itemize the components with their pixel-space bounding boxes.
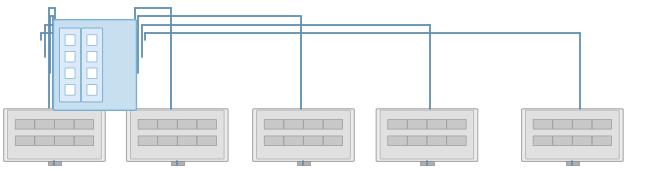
- FancyBboxPatch shape: [65, 85, 75, 95]
- FancyBboxPatch shape: [553, 120, 572, 129]
- FancyBboxPatch shape: [177, 136, 197, 146]
- FancyBboxPatch shape: [35, 136, 54, 146]
- FancyBboxPatch shape: [264, 136, 284, 146]
- FancyBboxPatch shape: [130, 110, 224, 159]
- Bar: [48, 161, 61, 165]
- FancyBboxPatch shape: [427, 120, 446, 129]
- FancyBboxPatch shape: [74, 136, 94, 146]
- Bar: [420, 161, 434, 165]
- FancyBboxPatch shape: [54, 136, 74, 146]
- FancyBboxPatch shape: [65, 68, 75, 78]
- FancyBboxPatch shape: [126, 109, 228, 161]
- FancyBboxPatch shape: [4, 109, 105, 161]
- FancyBboxPatch shape: [158, 136, 177, 146]
- Bar: [297, 161, 310, 165]
- FancyBboxPatch shape: [533, 120, 552, 129]
- FancyBboxPatch shape: [388, 120, 407, 129]
- FancyBboxPatch shape: [65, 35, 75, 45]
- FancyBboxPatch shape: [388, 136, 407, 146]
- FancyBboxPatch shape: [592, 136, 612, 146]
- FancyBboxPatch shape: [533, 136, 552, 146]
- FancyBboxPatch shape: [74, 120, 94, 129]
- FancyBboxPatch shape: [408, 120, 427, 129]
- FancyBboxPatch shape: [54, 120, 74, 129]
- FancyBboxPatch shape: [447, 136, 466, 146]
- Bar: [566, 161, 579, 165]
- FancyBboxPatch shape: [252, 109, 354, 161]
- FancyBboxPatch shape: [60, 28, 80, 102]
- FancyBboxPatch shape: [65, 51, 75, 62]
- FancyBboxPatch shape: [284, 136, 303, 146]
- FancyBboxPatch shape: [53, 20, 136, 110]
- FancyBboxPatch shape: [138, 120, 157, 129]
- FancyBboxPatch shape: [138, 136, 157, 146]
- FancyBboxPatch shape: [323, 120, 343, 129]
- FancyBboxPatch shape: [376, 109, 477, 161]
- FancyBboxPatch shape: [303, 120, 323, 129]
- FancyBboxPatch shape: [197, 136, 216, 146]
- FancyBboxPatch shape: [87, 51, 97, 62]
- FancyBboxPatch shape: [380, 110, 473, 159]
- FancyBboxPatch shape: [264, 120, 284, 129]
- FancyBboxPatch shape: [526, 110, 619, 159]
- FancyBboxPatch shape: [592, 120, 612, 129]
- FancyBboxPatch shape: [447, 120, 466, 129]
- FancyBboxPatch shape: [15, 120, 35, 129]
- FancyBboxPatch shape: [256, 110, 351, 159]
- FancyBboxPatch shape: [177, 120, 197, 129]
- FancyBboxPatch shape: [87, 35, 97, 45]
- Bar: [171, 161, 184, 165]
- FancyBboxPatch shape: [81, 28, 102, 102]
- FancyBboxPatch shape: [284, 120, 303, 129]
- FancyBboxPatch shape: [15, 136, 35, 146]
- FancyBboxPatch shape: [521, 109, 623, 161]
- FancyBboxPatch shape: [197, 120, 216, 129]
- FancyBboxPatch shape: [427, 136, 446, 146]
- FancyBboxPatch shape: [408, 136, 427, 146]
- FancyBboxPatch shape: [323, 136, 343, 146]
- FancyBboxPatch shape: [572, 120, 592, 129]
- FancyBboxPatch shape: [572, 136, 592, 146]
- FancyBboxPatch shape: [87, 85, 97, 95]
- FancyBboxPatch shape: [8, 110, 101, 159]
- FancyBboxPatch shape: [303, 136, 323, 146]
- FancyBboxPatch shape: [158, 120, 177, 129]
- FancyBboxPatch shape: [87, 68, 97, 78]
- FancyBboxPatch shape: [553, 136, 572, 146]
- FancyBboxPatch shape: [35, 120, 54, 129]
